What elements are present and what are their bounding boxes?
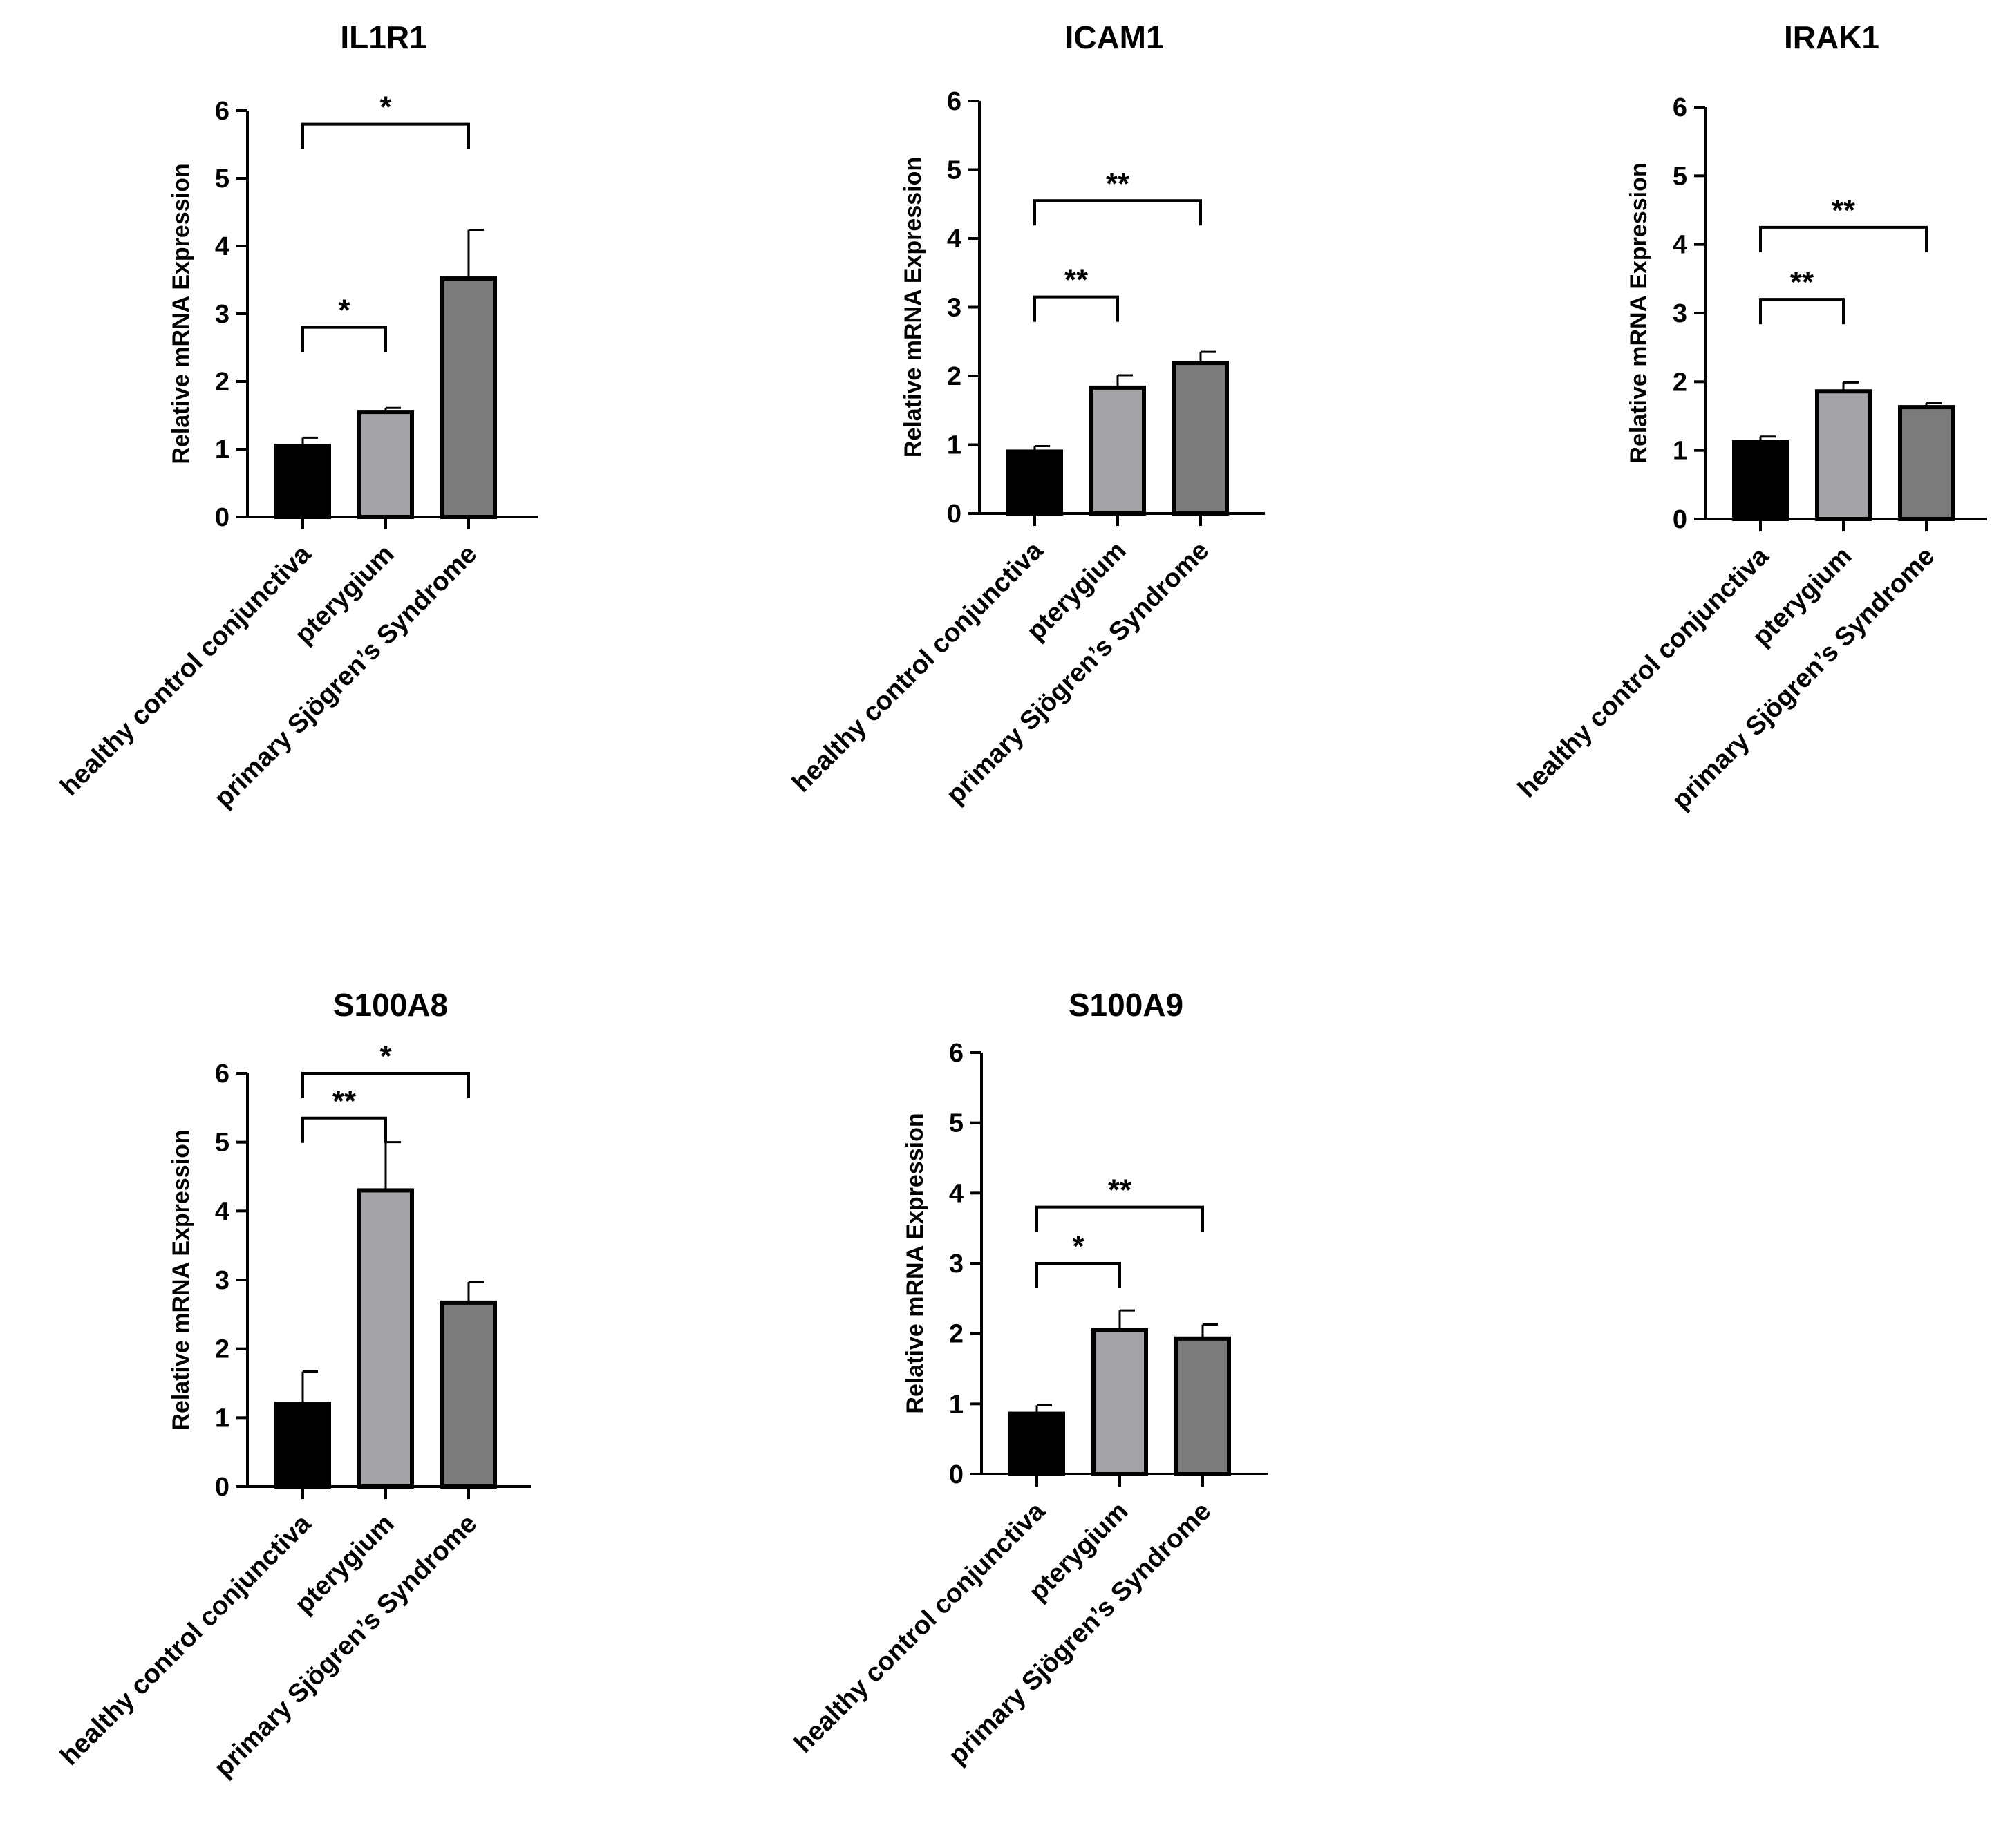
bar bbox=[440, 1300, 497, 1489]
y-tick-label: 3 bbox=[215, 300, 229, 329]
significance-label: ** bbox=[1108, 1173, 1132, 1207]
y-tick-label: 3 bbox=[949, 1250, 964, 1279]
bar bbox=[274, 444, 331, 519]
bar bbox=[1815, 389, 1872, 521]
y-tick-label: 0 bbox=[947, 500, 961, 529]
y-tick-label: 6 bbox=[1673, 93, 1687, 122]
significance-bracket bbox=[1033, 295, 1119, 322]
significance-bracket bbox=[301, 326, 387, 352]
significance-label: ** bbox=[1064, 263, 1089, 297]
bar bbox=[1091, 1328, 1148, 1477]
y-tick-label: 1 bbox=[215, 1404, 229, 1433]
bar bbox=[1174, 1336, 1231, 1476]
bar bbox=[357, 410, 414, 519]
chart-title: IL1R1 bbox=[340, 19, 426, 55]
significance-bracket bbox=[301, 1116, 387, 1143]
y-tick-label: 5 bbox=[1673, 162, 1687, 191]
y-tick-label: 4 bbox=[215, 1197, 229, 1226]
y-axis-label: Relative mRNA Expression bbox=[168, 163, 194, 464]
significance-label: * bbox=[379, 1039, 392, 1073]
significance-label: * bbox=[338, 294, 350, 328]
y-tick-label: 0 bbox=[1673, 505, 1687, 534]
y-tick-label: 4 bbox=[947, 225, 961, 254]
bar bbox=[1089, 385, 1146, 516]
y-tick-label: 5 bbox=[949, 1109, 964, 1138]
y-tick-label: 5 bbox=[947, 156, 961, 185]
y-axis-label: Relative mRNA Expression bbox=[900, 157, 926, 458]
y-tick-label: 2 bbox=[947, 362, 961, 391]
chart-title: ICAM1 bbox=[1064, 19, 1163, 55]
significance-label: ** bbox=[1790, 265, 1814, 299]
significance-label: ** bbox=[332, 1084, 357, 1118]
bar bbox=[1008, 1411, 1065, 1476]
y-tick-label: 0 bbox=[215, 1473, 229, 1502]
significance-label: ** bbox=[1106, 167, 1130, 200]
y-axis-label: Relative mRNA Expression bbox=[1626, 162, 1652, 463]
y-tick-label: 0 bbox=[949, 1460, 964, 1489]
bar bbox=[1006, 449, 1063, 516]
y-tick-label: 1 bbox=[949, 1390, 964, 1419]
significance-bracket bbox=[301, 122, 470, 149]
y-axis-label: Relative mRNA Expression bbox=[902, 1113, 928, 1413]
significance-label: * bbox=[1072, 1229, 1084, 1263]
y-tick-label: 0 bbox=[215, 503, 229, 532]
chart-title: S100A8 bbox=[333, 987, 448, 1023]
bar bbox=[357, 1188, 414, 1489]
y-tick-label: 2 bbox=[215, 1335, 229, 1364]
bar bbox=[440, 276, 497, 519]
significance-bracket bbox=[1759, 298, 1845, 325]
y-tick-label: 5 bbox=[215, 1129, 229, 1158]
y-tick-label: 6 bbox=[215, 1059, 229, 1088]
y-tick-label: 2 bbox=[949, 1320, 964, 1349]
significance-bracket bbox=[1035, 1205, 1204, 1232]
y-tick-label: 4 bbox=[215, 232, 229, 261]
y-tick-label: 3 bbox=[215, 1266, 229, 1295]
chart-title: IRAK1 bbox=[1784, 19, 1879, 55]
y-tick-label: 1 bbox=[947, 431, 961, 460]
chart-title: S100A9 bbox=[1069, 987, 1183, 1023]
y-tick-label: 4 bbox=[949, 1179, 964, 1208]
y-tick-label: 5 bbox=[215, 164, 229, 194]
bar bbox=[1172, 361, 1229, 516]
significance-bracket bbox=[1759, 225, 1928, 252]
y-tick-label: 1 bbox=[215, 435, 229, 464]
significance-label: ** bbox=[1832, 194, 1856, 227]
y-tick-label: 6 bbox=[949, 1039, 964, 1068]
y-tick-label: 6 bbox=[947, 87, 961, 116]
y-tick-label: 3 bbox=[947, 294, 961, 323]
bar bbox=[1732, 440, 1789, 521]
y-tick-label: 2 bbox=[1673, 368, 1687, 397]
bar bbox=[1898, 405, 1955, 521]
bar bbox=[274, 1402, 331, 1489]
y-tick-label: 4 bbox=[1673, 231, 1687, 260]
significance-bracket bbox=[1033, 199, 1202, 226]
significance-label: * bbox=[379, 91, 392, 124]
y-tick-label: 2 bbox=[215, 368, 229, 397]
y-axis-label: Relative mRNA Expression bbox=[168, 1129, 194, 1430]
y-tick-label: 1 bbox=[1673, 437, 1687, 466]
y-tick-label: 6 bbox=[215, 97, 229, 126]
significance-bracket bbox=[1035, 1262, 1121, 1288]
y-tick-label: 3 bbox=[1673, 299, 1687, 328]
significance-bracket bbox=[301, 1072, 470, 1098]
